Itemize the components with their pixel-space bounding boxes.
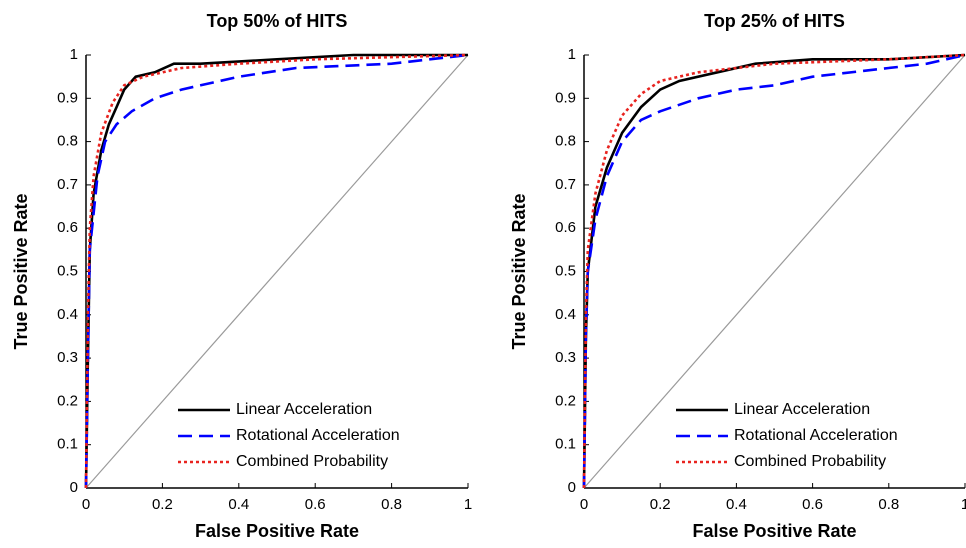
y-tick-label: 1 [70,46,78,63]
x-tick-label: 0.4 [726,496,747,513]
y-tick-label: 0 [568,479,576,496]
roc-curve [582,53,966,489]
y-tick-label: 0.2 [555,392,576,409]
x-axis-label: False Positive Rate [692,521,856,541]
roc-curve [582,53,966,489]
chance-line [583,54,966,489]
roc-curve [582,53,966,489]
y-tick-label: 0.9 [555,89,576,106]
legend-label: Linear Acceleration [236,401,372,418]
y-tick-label: 0.8 [555,133,576,150]
x-tick-label: 0.4 [228,496,249,513]
roc-curve [84,53,469,489]
legend-label: Rotational Acceleration [734,427,898,444]
y-tick-label: 0 [70,479,78,496]
roc-curve [84,53,469,489]
chart-title: Top 25% of HITS [704,11,845,31]
x-tick-label: 1 [961,496,966,513]
y-tick-label: 0.5 [57,262,78,279]
subplot: Top 50% of HITS False Positive Rate True P… [11,11,472,541]
y-tick-label: 0.8 [57,133,78,150]
y-tick-label: 0.4 [555,306,576,323]
y-tick-label: 0.9 [57,89,78,106]
y-tick-label: 0.3 [555,349,576,366]
x-tick-label: 0 [580,496,588,513]
y-axis-label: True Positive Rate [509,193,529,349]
y-axis-label: True Positive Rate [11,193,31,349]
y-tick-label: 0.5 [555,262,576,279]
legend-label: Rotational Acceleration [236,427,400,444]
chance-line [85,54,469,489]
y-tick-label: 1 [568,46,576,63]
chart-title: Top 50% of HITS [207,11,348,31]
y-tick-label: 0.4 [57,306,78,323]
x-tick-label: 0 [82,496,90,513]
x-tick-label: 0.2 [650,496,671,513]
x-tick-label: 0.6 [802,496,823,513]
x-tick-label: 0.6 [305,496,326,513]
y-tick-label: 0.6 [57,219,78,236]
y-tick-label: 0.7 [57,176,78,193]
legend-label: Combined Probability [734,453,886,470]
y-tick-label: 0.6 [555,219,576,236]
y-tick-label: 0.1 [57,436,78,453]
legend-label: Combined Probability [236,453,388,470]
y-tick-label: 0.3 [57,349,78,366]
x-axis-label: False Positive Rate [195,521,359,541]
x-tick-label: 1 [464,496,472,513]
y-tick-label: 0.2 [57,392,78,409]
legend-label: Linear Acceleration [734,401,870,418]
subplot: Top 25% of HITS False Positive Rate True P… [509,11,966,541]
x-tick-label: 0.2 [152,496,173,513]
x-tick-label: 0.8 [878,496,899,513]
x-tick-label: 0.8 [381,496,402,513]
y-tick-label: 0.7 [555,176,576,193]
y-tick-label: 0.1 [555,436,576,453]
